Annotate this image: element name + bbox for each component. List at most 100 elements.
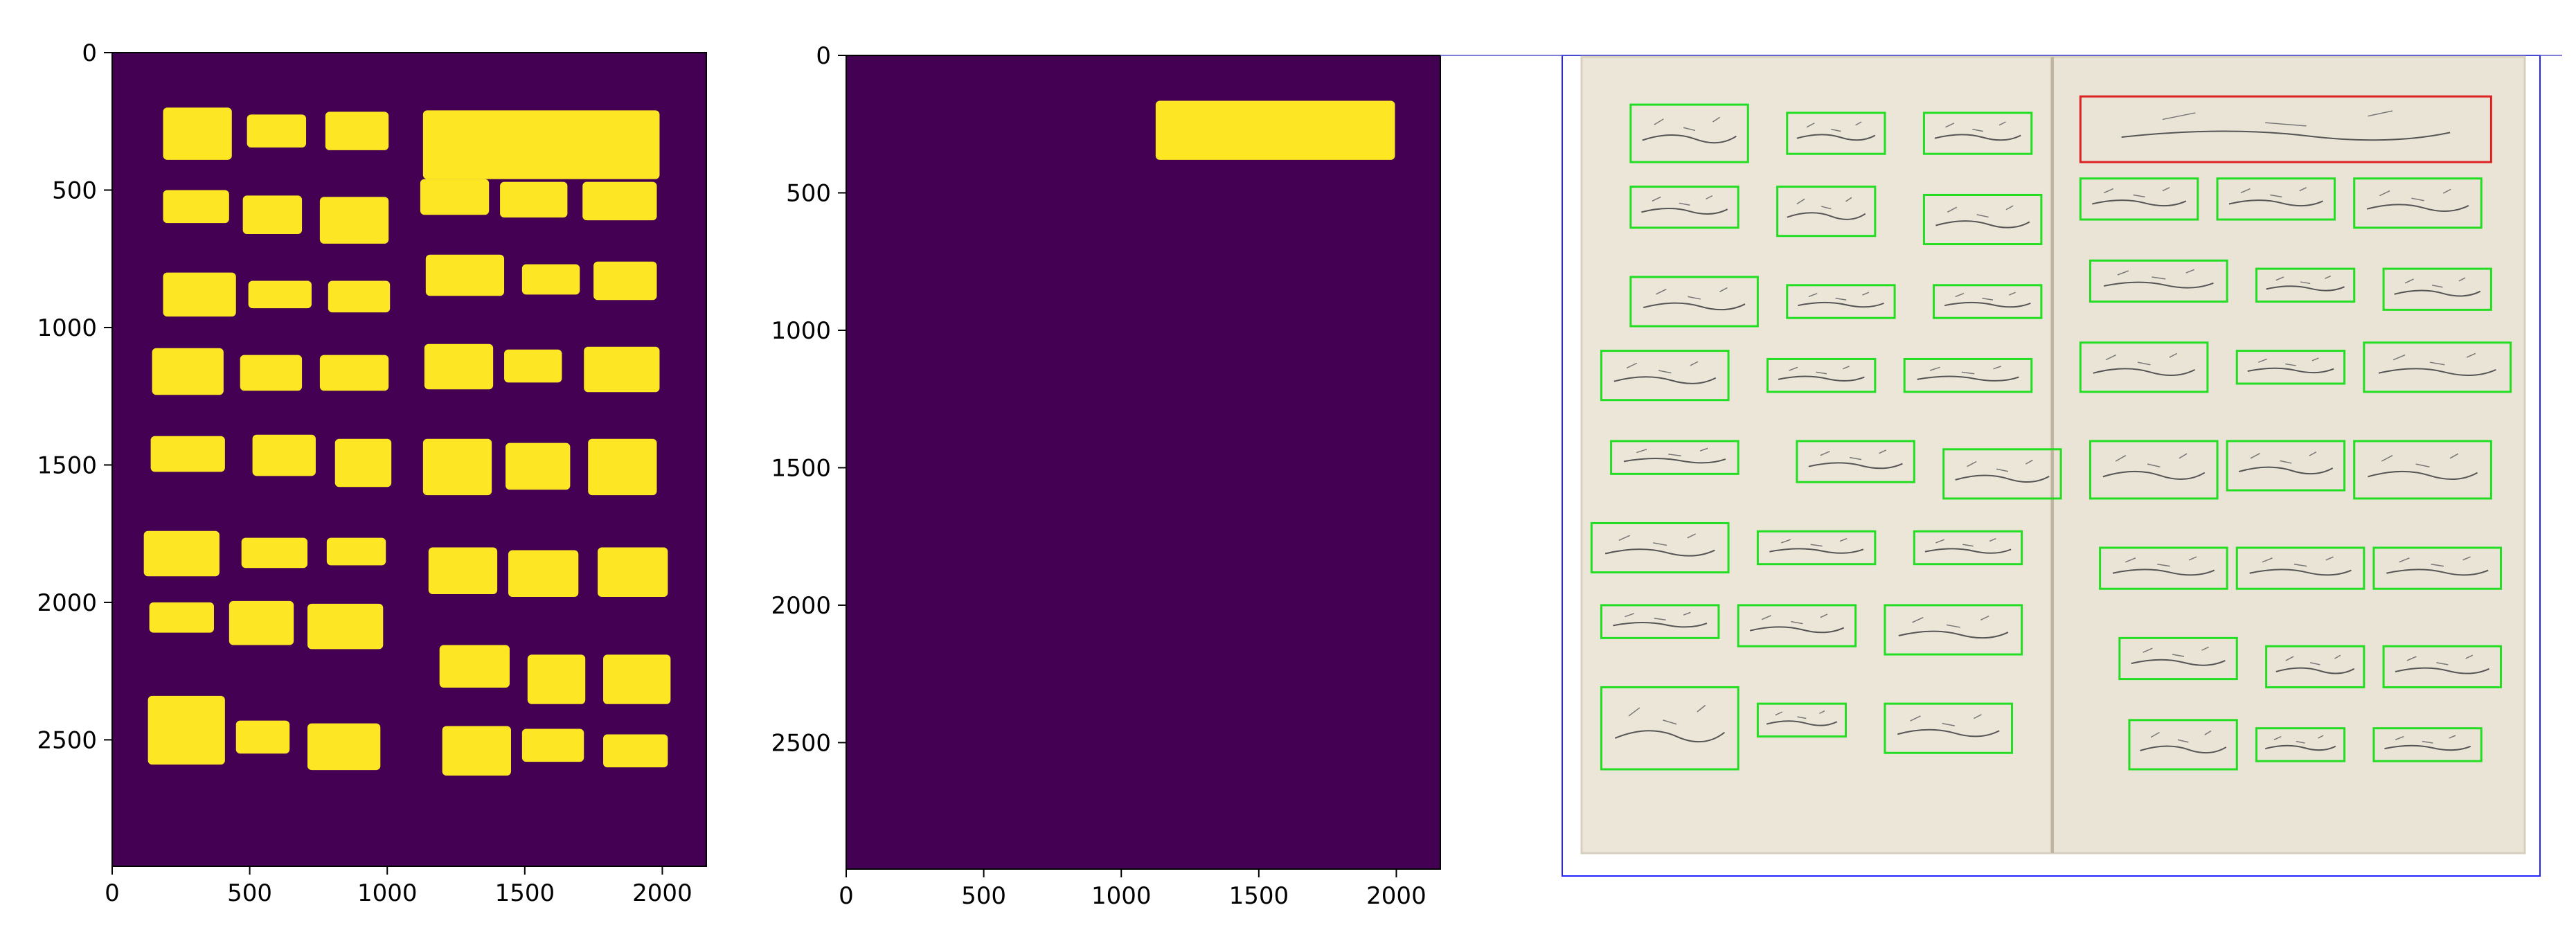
mask-region (307, 723, 381, 771)
axes-frame (846, 55, 1441, 870)
y-tick-label: 0 (82, 39, 97, 67)
detected-text-box (1590, 521, 1730, 574)
detected-text-box (1922, 193, 2043, 246)
mask-region (319, 355, 389, 391)
mask-region (163, 190, 229, 224)
detected-text-box (2353, 177, 2483, 229)
mask-region (584, 346, 660, 393)
mask-region (422, 110, 660, 179)
mask-region (582, 181, 657, 221)
detected-text-box (1600, 686, 1739, 771)
mask-region (334, 438, 392, 488)
mask-region (143, 530, 220, 577)
detected-text-box (1629, 186, 1739, 229)
mask-region (603, 654, 671, 704)
y-tick-label: 500 (52, 177, 97, 204)
manuscript-detection-image (1440, 55, 2562, 877)
mask-region (527, 654, 586, 704)
detection-boxes (1590, 95, 2512, 771)
mask-region (521, 728, 584, 762)
detected-text-box (2255, 267, 2356, 303)
mask-region (163, 272, 236, 317)
detected-text-box (2079, 177, 2199, 221)
detected-text-box (1629, 276, 1759, 328)
mask-region (319, 197, 389, 244)
detected-text-box (2235, 546, 2365, 590)
detected-text-box (2235, 350, 2346, 385)
detected-text-box (1786, 111, 1886, 155)
detected-text-box (2226, 440, 2346, 492)
mask-region (152, 348, 224, 395)
y-tick-label: 1000 (37, 314, 97, 342)
mask-region (428, 547, 498, 595)
detected-text-box (2382, 645, 2503, 688)
detected-text-box (1737, 604, 1857, 647)
mask-region (150, 436, 225, 472)
detected-text-box (1922, 111, 2033, 155)
mask-region (420, 179, 490, 215)
detected-text-box (1766, 357, 1877, 393)
mask-region (242, 195, 303, 234)
y-axis-ticks: 0 500 1000 1500 2000 2500 (37, 39, 112, 754)
x-tick-label: 1500 (495, 879, 555, 907)
heatmap-background (846, 55, 1440, 869)
detected-text-box (1913, 530, 2023, 566)
mask-regions (143, 107, 671, 776)
axes-frame (111, 52, 707, 867)
mask-region (326, 537, 386, 566)
mask-region (163, 107, 232, 160)
y-tick-label: 1000 (771, 317, 831, 345)
mask-region (422, 438, 492, 496)
mask-heatmap-middle: 0 500 1000 1500 2000 0 500 1000 1500 2000 2500 (771, 42, 1441, 910)
mask-region (521, 264, 580, 295)
mask-region (248, 280, 312, 309)
mask-regions (1155, 100, 1395, 160)
detected-text-box (2382, 267, 2492, 311)
y-tick-label: 2500 (37, 726, 97, 754)
x-tick-label: 1000 (1091, 882, 1152, 910)
detected-text-box (1756, 702, 1847, 738)
mask-region (588, 438, 657, 496)
detected-text-box (1629, 103, 1749, 163)
mask-region (504, 349, 562, 383)
y-tick-label: 2500 (771, 729, 831, 757)
detected-text-box (2118, 636, 2238, 681)
mask-region (235, 720, 290, 754)
mask-region (508, 550, 579, 597)
mask-region (229, 600, 294, 645)
x-tick-label: 2000 (632, 879, 692, 907)
mask-heatmap-left: 0 500 1000 1500 2000 0 500 1000 1500 2000 2500 (37, 39, 707, 907)
mask-region (252, 434, 316, 476)
detected-text-box (2088, 440, 2219, 500)
detected-text-box (2255, 727, 2346, 762)
y-axis-ticks: 0 500 1000 1500 2000 2500 (771, 42, 846, 757)
detected-text-box (2363, 341, 2512, 393)
x-tick-label: 2000 (1366, 882, 1426, 910)
mask-region (325, 111, 389, 150)
detected-text-box (2353, 440, 2492, 500)
y-tick-label: 2000 (771, 592, 831, 620)
detected-text-box (1933, 284, 2043, 319)
y-tick-label: 2000 (37, 589, 97, 617)
mask-region (603, 734, 668, 768)
manuscript-page-right (2050, 55, 2526, 855)
detected-text-box (1786, 284, 1896, 319)
mask-region (506, 442, 571, 490)
detected-text-box (2128, 719, 2238, 771)
mask-region (247, 114, 307, 147)
detected-text-box (1600, 604, 1720, 639)
detected-text-box (2372, 727, 2483, 762)
mask-region (439, 645, 510, 688)
mask-region (598, 547, 668, 597)
detected-text-box (1796, 440, 1915, 483)
y-tick-label: 0 (816, 42, 831, 70)
detected-text-box (2216, 177, 2336, 221)
x-tick-label: 0 (839, 882, 854, 910)
y-tick-label: 1500 (771, 454, 831, 482)
y-tick-label: 500 (786, 179, 831, 207)
detected-text-box (1776, 186, 1877, 238)
mask-region (307, 603, 384, 650)
detected-text-box (1600, 350, 1730, 402)
detected-text-box (2088, 259, 2228, 303)
